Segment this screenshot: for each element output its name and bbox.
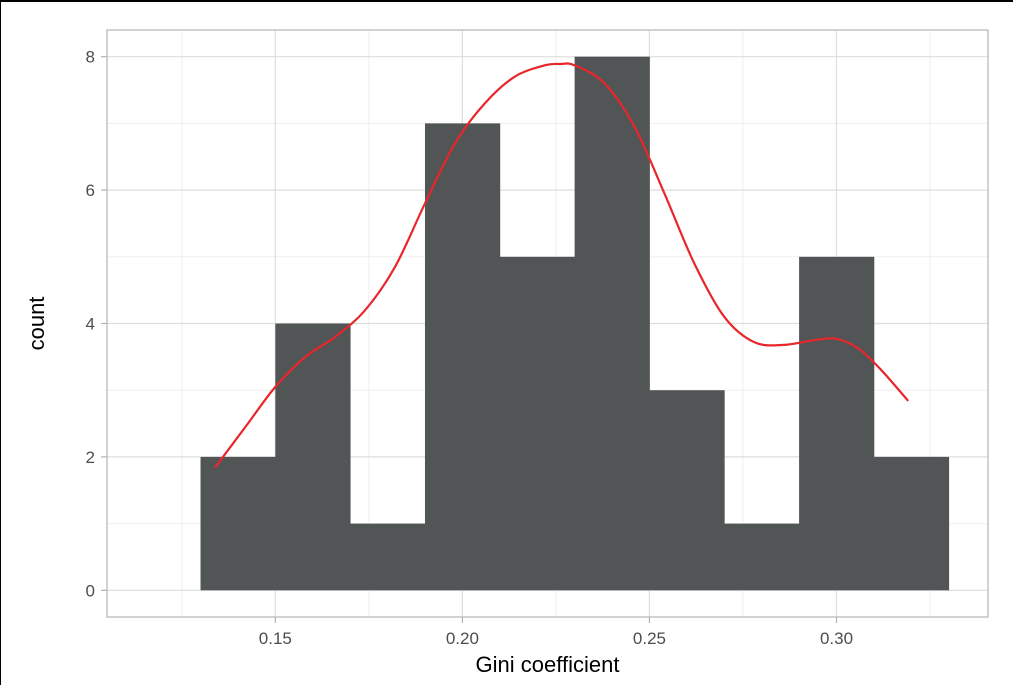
x-tick-label: 0.25 [633, 629, 666, 648]
x-axis-title: Gini coefficient [476, 652, 620, 677]
histogram-bar [649, 390, 725, 591]
histogram-bar [350, 523, 426, 591]
y-tick-label: 0 [86, 581, 95, 600]
histogram-bar [574, 56, 650, 591]
density-curve-layer [214, 62, 909, 469]
x-tick-label: 0.20 [446, 629, 479, 648]
histogram-bar [799, 256, 875, 591]
y-tick-label: 6 [86, 181, 95, 200]
density-curve [214, 62, 909, 469]
x-axis-ticks: 0.15 0.20 0.25 0.30 [259, 617, 853, 648]
histogram-bar [275, 323, 351, 591]
histogram-bar [873, 456, 950, 591]
histogram-bar [724, 523, 800, 591]
y-axis-title: count [24, 297, 49, 351]
y-axis-ticks: 0 2 4 6 8 [86, 48, 107, 600]
y-tick-label: 2 [86, 448, 95, 467]
x-tick-label: 0.30 [820, 629, 853, 648]
y-tick-label: 8 [86, 48, 95, 67]
histogram-bar [499, 256, 576, 591]
histogram-bars [200, 56, 950, 591]
histogram-bar [424, 123, 501, 591]
x-tick-label: 0.15 [259, 629, 292, 648]
histogram-bar [200, 456, 276, 591]
y-tick-label: 4 [86, 315, 95, 334]
